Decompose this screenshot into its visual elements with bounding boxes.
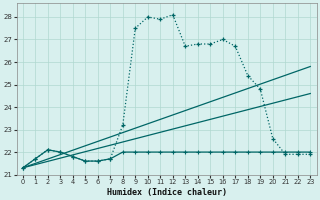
X-axis label: Humidex (Indice chaleur): Humidex (Indice chaleur) [107, 188, 227, 197]
